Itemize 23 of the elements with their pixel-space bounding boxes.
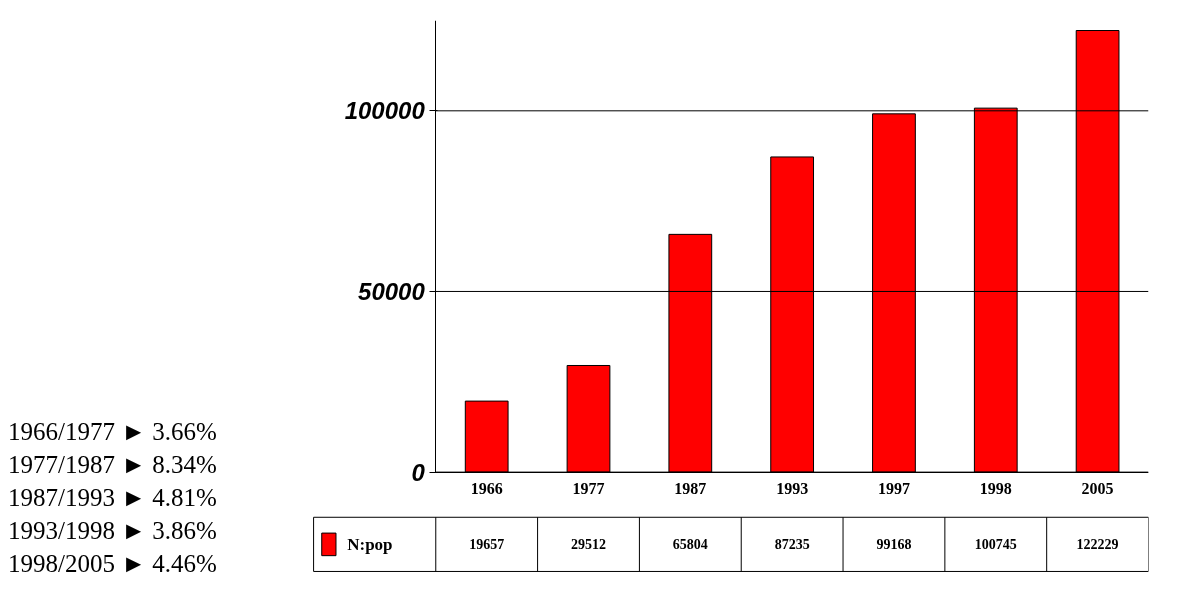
- text: 1977/1987 ► 8.34%: [8, 450, 217, 480]
- y-tick-label: 0: [411, 458, 426, 486]
- text: 1966/1977 ► 3.66%: [8, 417, 217, 447]
- text: 1998/2005 ► 4.46%: [8, 549, 217, 579]
- text: 1993/1998 ► 3.86%: [8, 516, 217, 546]
- y-tick-label: 100000: [344, 97, 426, 125]
- data-label: 99168: [876, 537, 912, 553]
- text: 1987/1993 ► 4.81%: [8, 483, 217, 513]
- x-tick-label: 2005: [1081, 480, 1114, 498]
- x-tick-label: 1997: [877, 480, 910, 498]
- x-tick-label: 1987: [674, 480, 707, 498]
- data-label: 65804: [672, 537, 708, 553]
- x-tick-label: 1998: [979, 480, 1012, 498]
- x-tick-label: 1966: [470, 480, 503, 498]
- legend-label: N:pop: [347, 534, 393, 554]
- data-label: 19657: [469, 537, 505, 553]
- data-label: 29512: [571, 537, 606, 553]
- data-label: 87235: [774, 537, 810, 553]
- data-label: 100745: [974, 537, 1017, 553]
- data-label: 122229: [1076, 537, 1119, 553]
- x-tick-label: 1977: [572, 480, 605, 498]
- x-tick-label: 1993: [776, 480, 809, 498]
- y-tick-label: 50000: [358, 277, 426, 305]
